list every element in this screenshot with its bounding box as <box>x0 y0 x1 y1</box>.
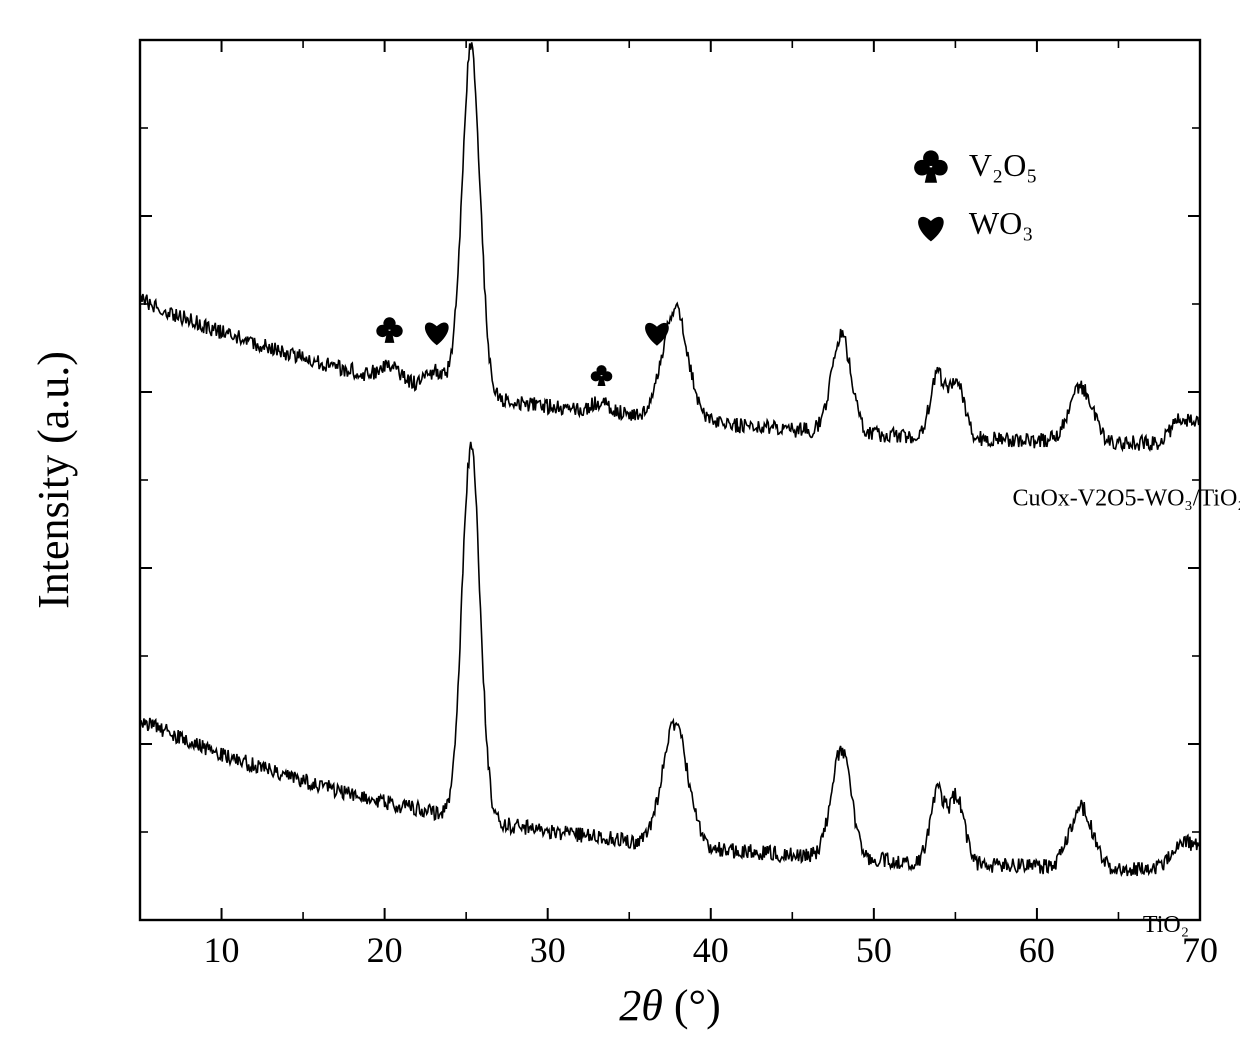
legend-label: WO₃ <box>969 205 1033 241</box>
x-tick-label: 60 <box>1019 930 1055 970</box>
x-tick-label: 20 <box>367 930 403 970</box>
x-tick-label: 50 <box>856 930 892 970</box>
club-icon <box>591 365 613 386</box>
xrd-figure: 10203040506070Intensity (a.u.)2θ (°)TiO₂… <box>0 0 1240 1044</box>
trace-label: TiO₂ <box>1143 912 1189 938</box>
heart-icon <box>918 217 944 242</box>
plot-frame <box>140 40 1200 920</box>
x-tick-label: 10 <box>204 930 240 970</box>
trace-label: CuOx-V2O5-WO₃/TiO₂ <box>1012 486 1240 512</box>
heart-icon <box>645 323 669 346</box>
x-tick-label: 40 <box>693 930 729 970</box>
y-axis-label: Intensity (a.u.) <box>29 351 78 609</box>
xrd-trace-CuOx-V2O5-WO3/TiO2 <box>140 42 1200 450</box>
heart-icon <box>425 322 449 345</box>
x-tick-label: 30 <box>530 930 566 970</box>
x-axis-label: 2θ (°) <box>619 981 721 1030</box>
club-icon <box>914 150 948 182</box>
club-icon <box>376 317 402 343</box>
legend-label: V₂O₅ <box>969 147 1038 183</box>
